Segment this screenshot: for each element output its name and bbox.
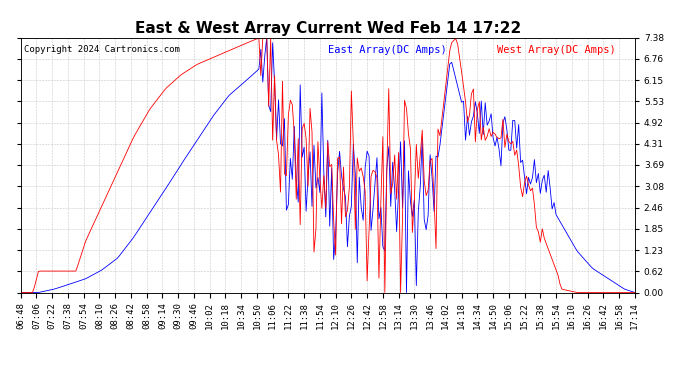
Title: East & West Array Current Wed Feb 14 17:22: East & West Array Current Wed Feb 14 17:… [135,21,521,36]
Text: West Array(DC Amps): West Array(DC Amps) [497,45,615,55]
Text: East Array(DC Amps): East Array(DC Amps) [328,45,446,55]
Text: Copyright 2024 Cartronics.com: Copyright 2024 Cartronics.com [23,45,179,54]
Text: East Array(DC Amps)  West Array(DC Amps): East Array(DC Amps) West Array(DC Amps) [0,374,1,375]
